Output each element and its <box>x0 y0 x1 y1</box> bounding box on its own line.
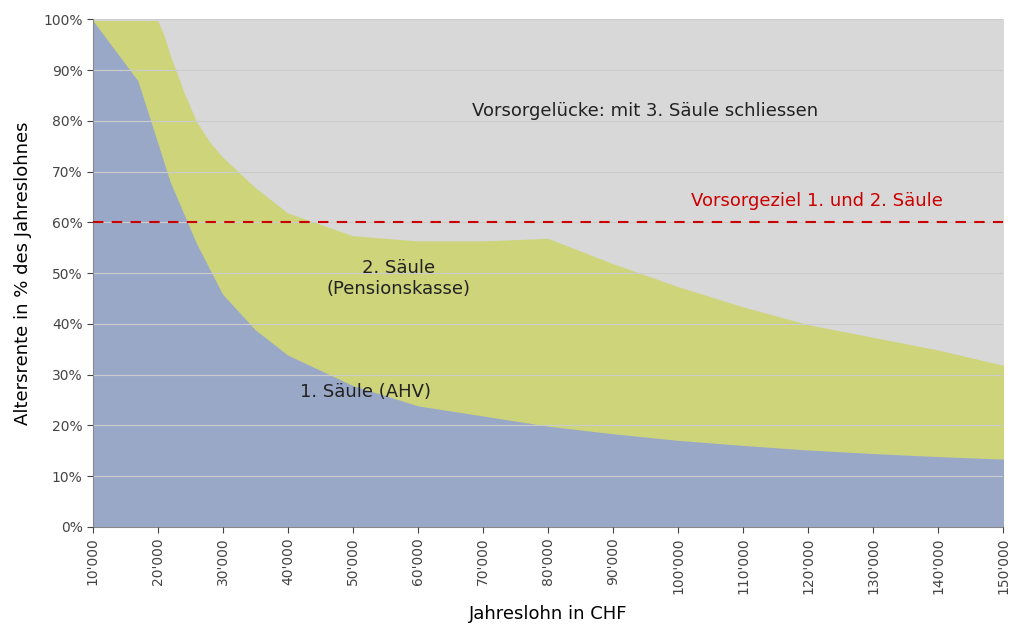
Text: Vorsorgeziel 1. und 2. Säule: Vorsorgeziel 1. und 2. Säule <box>691 192 943 210</box>
Text: 2. Säule
(Pensionskasse): 2. Säule (Pensionskasse) <box>327 259 470 297</box>
Y-axis label: Altersrente in % des Jahreslohnes: Altersrente in % des Jahreslohnes <box>14 122 32 425</box>
Text: Vorsorgelücke: mit 3. Säule schliessen: Vorsorgelücke: mit 3. Säule schliessen <box>472 102 818 120</box>
X-axis label: Jahreslohn in CHF: Jahreslohn in CHF <box>469 605 628 623</box>
Text: 1. Säule (AHV): 1. Säule (AHV) <box>300 383 431 401</box>
